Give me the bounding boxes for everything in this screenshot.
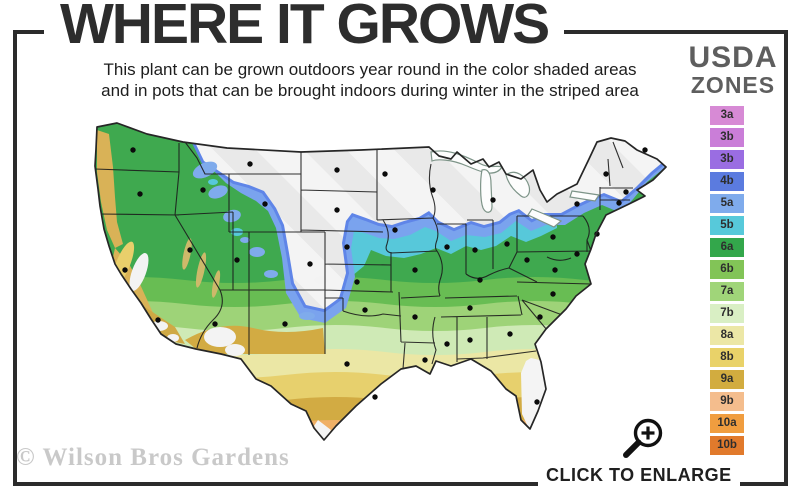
legend-swatch-7a: 7a (710, 282, 744, 301)
us-outline (94, 122, 667, 441)
subtitle-line1: This plant can be grown outdoors year ro… (103, 60, 637, 79)
us-map-svg[interactable] (85, 112, 685, 462)
lake-huron (505, 171, 531, 198)
lake-michigan (480, 169, 493, 213)
western-terrain-overlays (97, 130, 328, 356)
subtitle-line2: and in pots that can be brought indoors … (101, 81, 639, 100)
lake-ontario (569, 190, 601, 202)
legend-swatch-8a: 8a (710, 326, 744, 345)
click-to-enlarge-button[interactable]: CLICK TO ENLARGE (538, 464, 740, 487)
state-borders (95, 141, 633, 370)
lake-erie (527, 208, 563, 228)
legend-title: USDA ZONES (680, 42, 786, 97)
usda-zone-map[interactable] (85, 112, 685, 462)
legend-swatch-10b: 10b (710, 436, 744, 455)
legend-swatch-9b: 9b (710, 392, 744, 411)
legend-swatch-3b: 3b (710, 150, 744, 169)
page-title: WHERE IT GROWS (44, 0, 565, 57)
legend-title-zones: ZONES (690, 72, 776, 98)
legend-swatch-8b: 8b (710, 348, 744, 367)
city-dots (122, 147, 648, 405)
legend-swatch-3a: 3a (710, 106, 744, 125)
legend-swatch-6a: 6a (710, 238, 744, 257)
legend-swatch-6b: 6b (710, 260, 744, 279)
legend-swatch-10a: 10a (710, 414, 744, 433)
magnifying-glass-plus-icon[interactable] (615, 415, 671, 470)
legend-swatch-9a: 9a (710, 370, 744, 389)
legend-swatch-3b: 3b (710, 128, 744, 147)
legend-swatch-7b: 7b (710, 304, 744, 323)
watermark: © Wilson Bros Gardens (16, 444, 290, 471)
zone-color-bands (95, 123, 666, 440)
legend-swatch-4b: 4b (710, 172, 744, 191)
legend-swatch-5b: 5b (710, 216, 744, 235)
florida-white-region (521, 358, 553, 429)
great-lakes (430, 150, 601, 228)
subtitle: This plant can be grown outdoors year ro… (55, 59, 685, 101)
legend-title-usda: USDA (688, 41, 778, 74)
legend-swatch-5a: 5a (710, 194, 744, 213)
legend-zones: 3a 3b 3b 4b 5a 5b 6a 6b 7a 7b 8a 8b 9a 9b 10a 10b (710, 106, 744, 458)
